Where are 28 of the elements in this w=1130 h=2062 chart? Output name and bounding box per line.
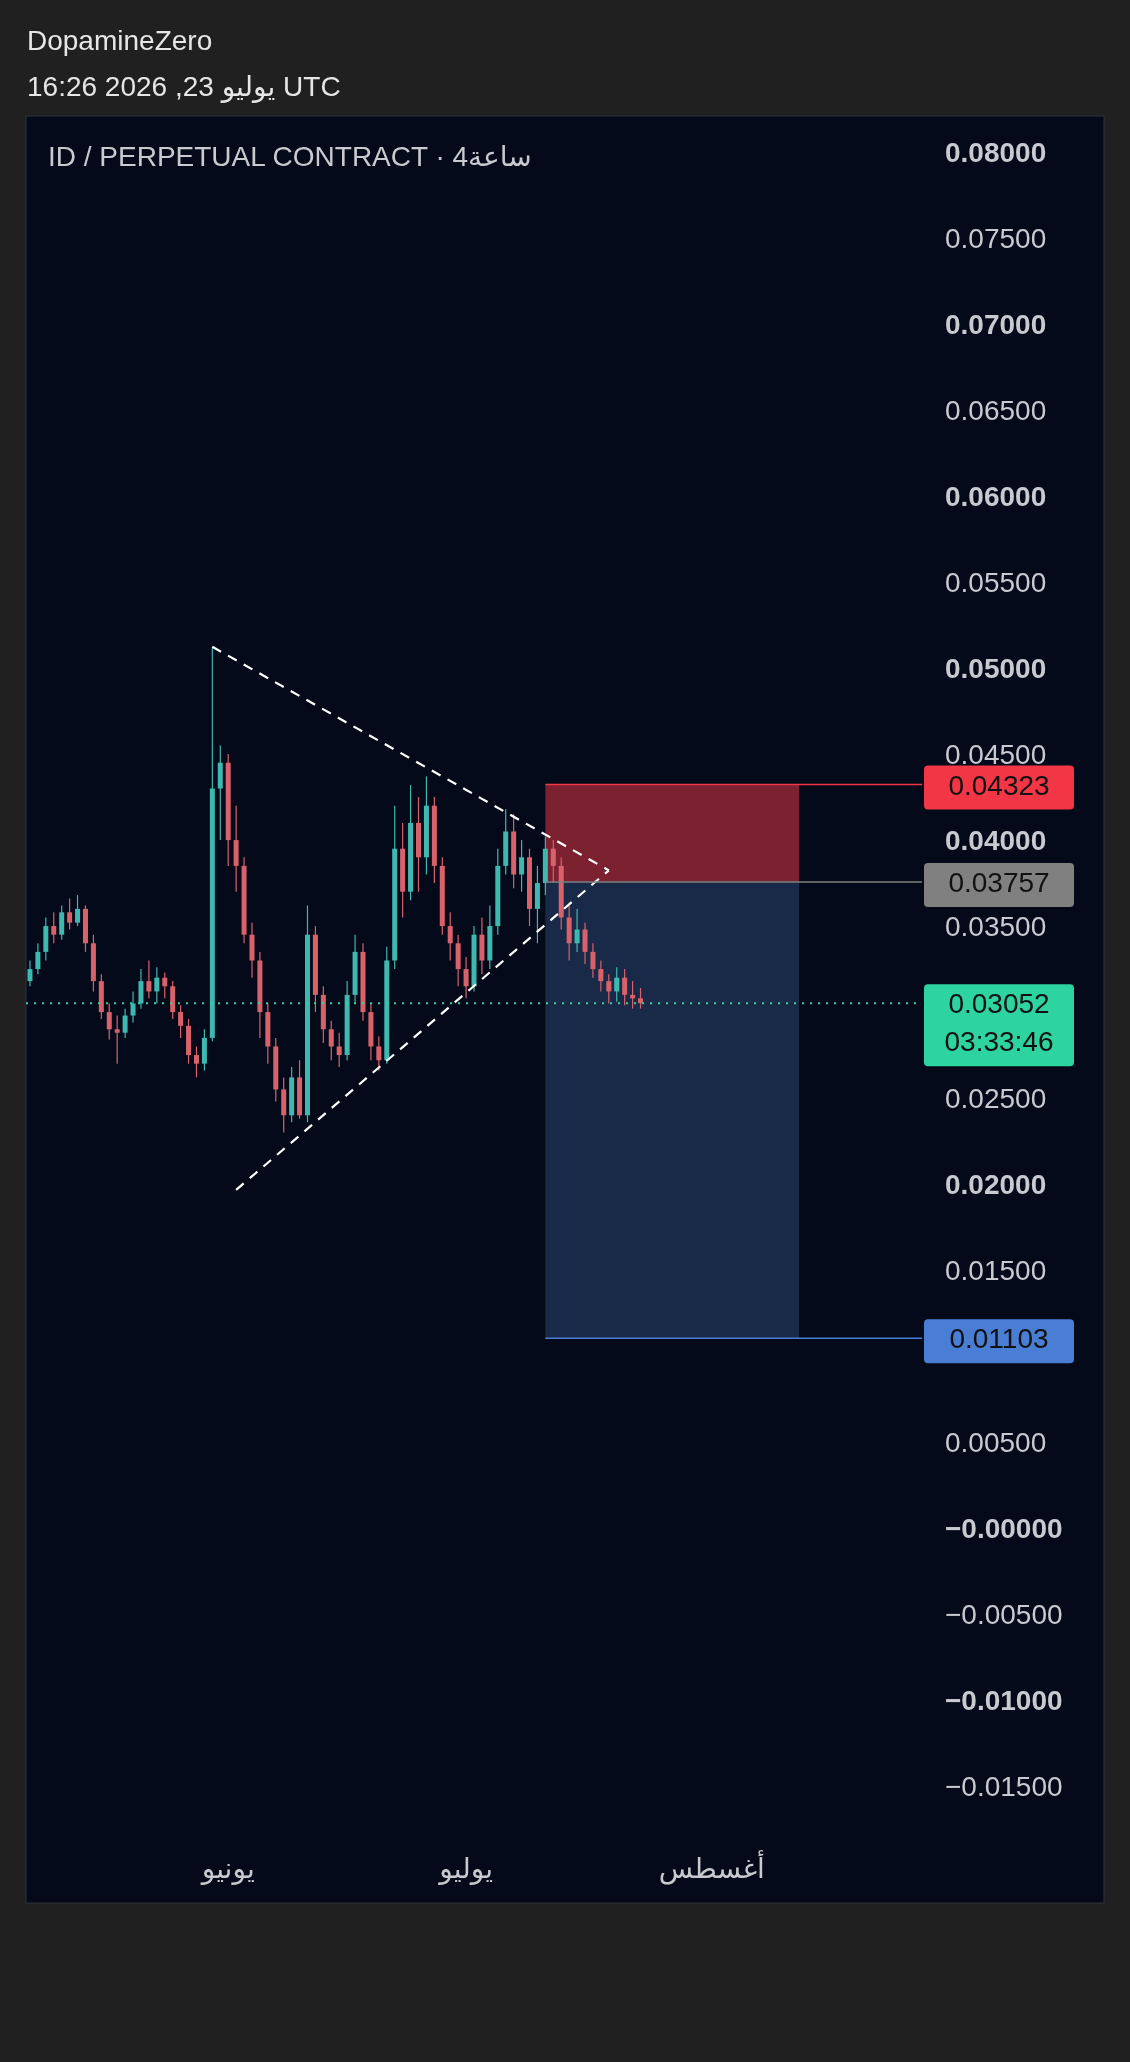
x-tick-label: أغسطس bbox=[658, 1849, 765, 1885]
y-tick-label: 0.07000 bbox=[945, 309, 1047, 341]
chart-title: DopamineZero bbox=[27, 25, 213, 56]
y-tick-label: −0.00000 bbox=[945, 1513, 1063, 1545]
y-tick-label: −0.00500 bbox=[945, 1599, 1063, 1631]
x-tick-label: يوليو bbox=[437, 1853, 493, 1885]
ref-line-label: 0.04323 bbox=[948, 769, 1050, 801]
y-tick-label: −0.01500 bbox=[945, 1771, 1063, 1803]
y-tick-label: 0.03500 bbox=[945, 911, 1047, 943]
ref-line-label: 0.03757 bbox=[948, 866, 1050, 898]
y-tick-label: 0.08000 bbox=[945, 137, 1047, 169]
y-tick-label: 0.04000 bbox=[945, 825, 1047, 857]
y-tick-label: 0.04500 bbox=[945, 739, 1047, 771]
y-tick-label: 0.02500 bbox=[945, 1083, 1047, 1115]
y-tick-label: 0.07500 bbox=[945, 223, 1047, 255]
y-tick-label: 0.06000 bbox=[945, 481, 1047, 513]
y-tick-label: 0.00500 bbox=[945, 1427, 1047, 1459]
y-tick-label: 0.05000 bbox=[945, 653, 1047, 685]
ref-line-label: 0.01103 bbox=[949, 1323, 1049, 1355]
chart-subtitle: 16:26 2026 ,23 يوليو UTC bbox=[27, 71, 341, 103]
ref-line-label: 0.03052 03:33:46 bbox=[944, 988, 1054, 1058]
y-tick-label: 0.05500 bbox=[945, 567, 1047, 599]
y-tick-label: 0.06500 bbox=[945, 395, 1047, 427]
y-tick-label: 0.01500 bbox=[945, 1255, 1047, 1287]
y-tick-label: 0.02000 bbox=[945, 1169, 1047, 1201]
annotation: ID / PERPETUAL CONTRACT · 4ساعة bbox=[48, 141, 532, 172]
x-tick-label: يونيو bbox=[199, 1853, 255, 1885]
y-tick-label: −0.01000 bbox=[945, 1685, 1063, 1717]
